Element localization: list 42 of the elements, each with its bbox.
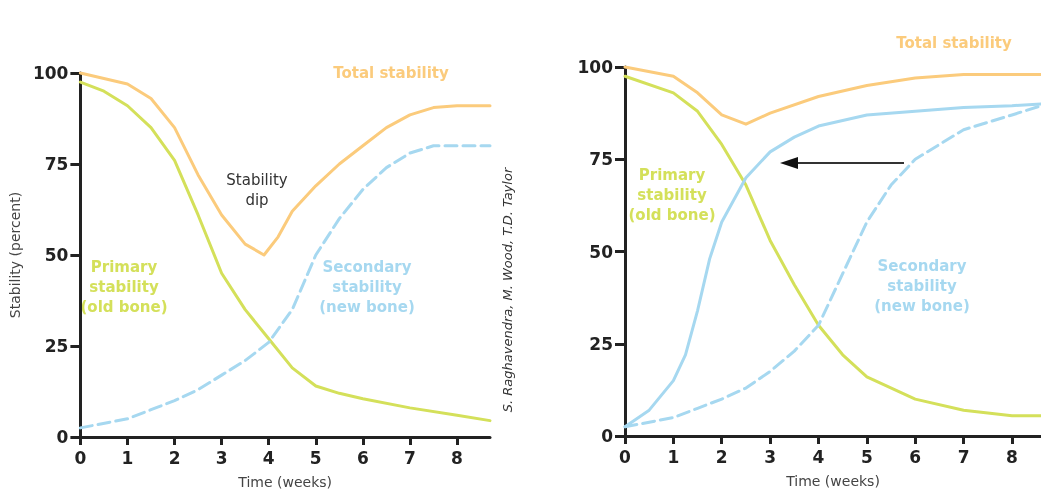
y-tick-label: 0: [56, 427, 69, 447]
annotation: Total stability: [333, 64, 449, 82]
line-series: [78, 80, 492, 423]
x-axis-title: Time (weeks): [237, 474, 333, 490]
x-tick-label: 8: [451, 447, 463, 468]
y-tick-label: 0: [601, 426, 614, 446]
x-tick-label: 3: [764, 446, 777, 467]
x-tick-label: 6: [909, 446, 922, 467]
y-tick-label: 25: [589, 333, 613, 354]
x-tick-label: 6: [356, 447, 369, 468]
x-tick-label: 5: [309, 447, 322, 468]
x-tick-label: 7: [957, 446, 970, 467]
x-axis-title: Time (weeks): [785, 473, 880, 489]
annotation: Secondary stability (new bone): [319, 258, 415, 316]
y-tick-label: 25: [44, 336, 69, 356]
y-tick-label: 50: [44, 245, 69, 265]
annotation: Stability dip: [226, 171, 288, 209]
x-tick-label: 5: [860, 446, 873, 467]
x-tick-label: 0: [619, 446, 632, 467]
x-tick-label: 4: [262, 447, 275, 468]
x-tick-label: 0: [74, 447, 87, 468]
x-tick-label: 2: [168, 447, 181, 468]
text: Total stability: [896, 34, 1012, 52]
text: S. Raghavendra, M. Wood, T.D. Taylor: [499, 166, 515, 413]
x-tick-label: 8: [1006, 446, 1018, 467]
x-tick-label: 7: [404, 447, 416, 468]
x-tick-label: 4: [812, 446, 825, 467]
annotation: Primary stability (old bone): [628, 166, 716, 224]
x-tick-label: 1: [667, 446, 680, 467]
x-tick-label: 3: [215, 447, 228, 468]
line-series: [78, 144, 492, 430]
y-tick-label: 75: [44, 154, 69, 174]
y-tick-label: 100: [577, 57, 614, 77]
y-axis-title: Stability (percent): [7, 191, 23, 319]
y-tick-label: 50: [589, 241, 614, 262]
annotation: Secondary stability (new bone): [874, 257, 970, 315]
y-tick-label: 100: [32, 63, 69, 83]
line-series: [623, 65, 1041, 126]
x-tick-label: 1: [121, 447, 134, 468]
annotation: Primary stability (old bone): [80, 258, 168, 316]
x-tick-label: 2: [715, 446, 728, 467]
y-tick-label: 75: [589, 149, 613, 170]
